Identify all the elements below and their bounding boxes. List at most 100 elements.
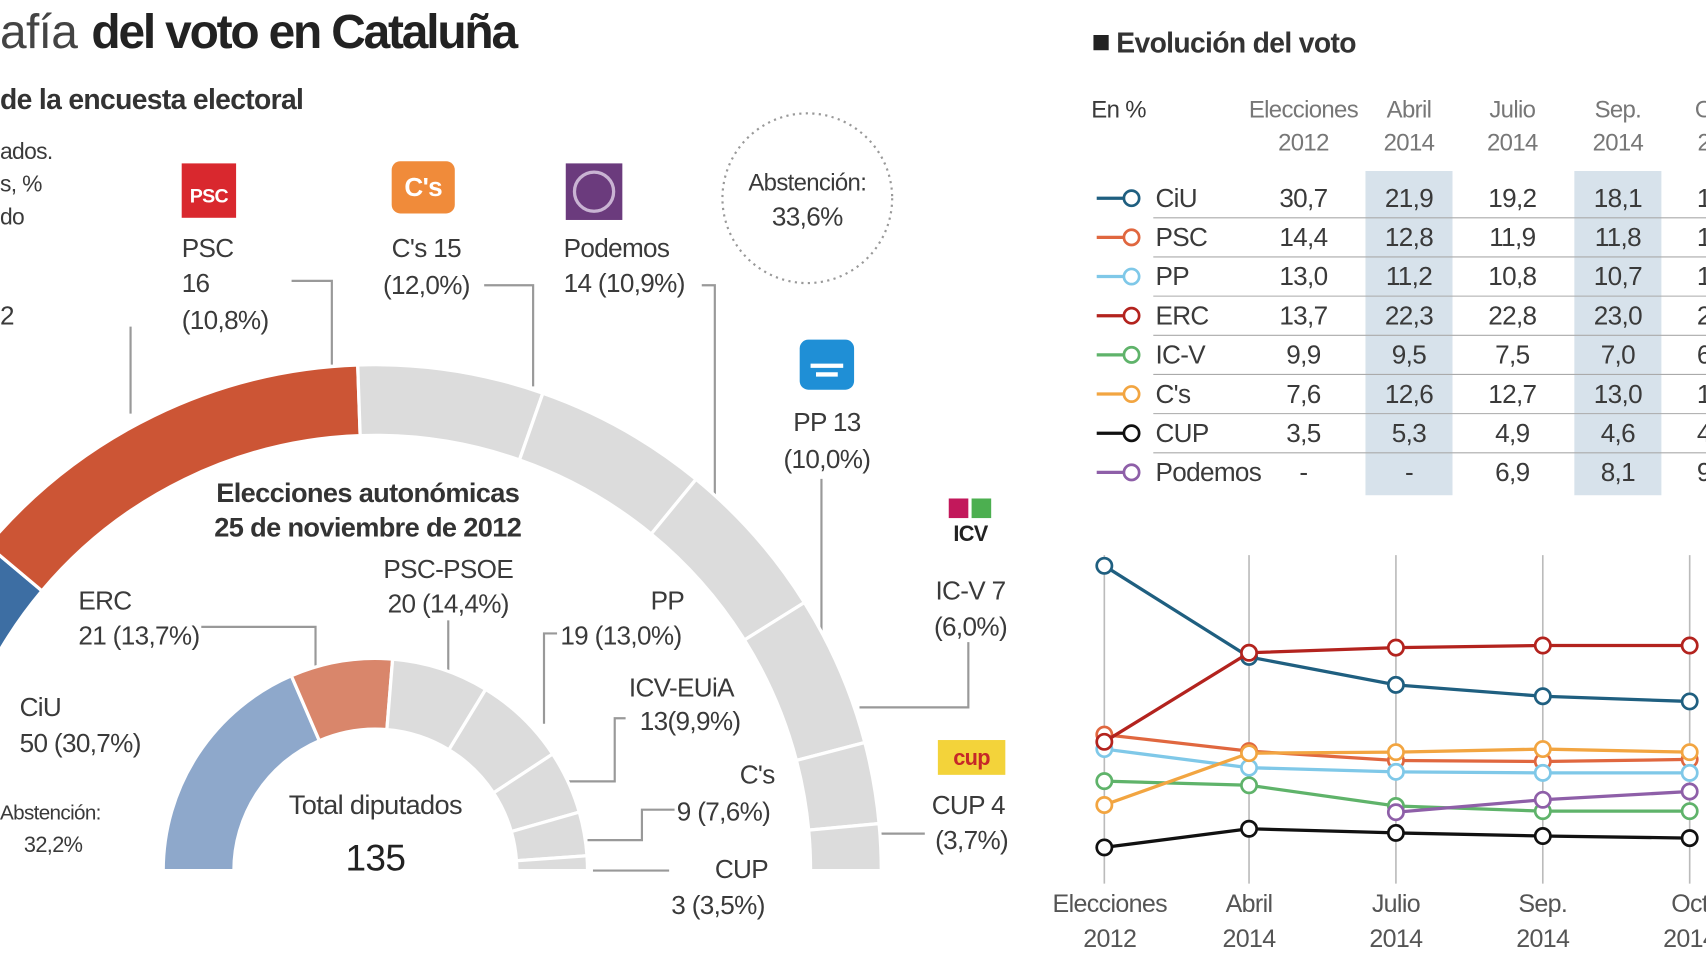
cs-logo (391, 161, 455, 214)
series-point (1533, 827, 1552, 846)
series-point (1680, 743, 1699, 762)
x-tick-label: Abril (1226, 890, 1273, 918)
table-cell: 6 (1697, 340, 1706, 370)
segment-label: (6,0%) (934, 612, 1007, 642)
seat-segment (806, 821, 883, 873)
legend-label: PP (1155, 261, 1189, 291)
legend-fragment: do (0, 203, 24, 229)
x-tick-label: 2012 (1083, 925, 1136, 953)
legend-marker (1122, 189, 1141, 208)
legend-fragment: ados. (0, 138, 53, 164)
series-point (1095, 556, 1114, 575)
series-point (1240, 758, 1259, 777)
table-header: Sep. (1595, 97, 1642, 124)
table-cell: 30,7 (1279, 183, 1327, 213)
table-cell: 1 (1697, 261, 1706, 291)
table-cell: 12,6 (1385, 379, 1433, 409)
table-cell: 21,9 (1385, 183, 1433, 213)
segment-label: PSC (182, 233, 234, 263)
series-point (1680, 829, 1699, 848)
title-bold: del voto en Cataluña (91, 6, 518, 59)
table-header: 2 (1697, 129, 1706, 156)
series-point (1095, 795, 1114, 814)
table-cell: 9 (1697, 457, 1706, 487)
abstention-label: Abstención: (0, 801, 101, 824)
segment-label: IC-V 7 (935, 576, 1005, 606)
segment-label: PP (651, 585, 685, 615)
series-point (1533, 687, 1552, 706)
segment-label: ERC (78, 585, 131, 615)
segment-label: (10,0%) (783, 444, 870, 474)
leader-line (291, 279, 333, 365)
leader-lines (129, 279, 970, 872)
legend-label: ERC (1155, 300, 1208, 330)
table-cell: 7,5 (1495, 340, 1529, 370)
x-tick-label: Elecciones (1053, 890, 1168, 918)
legend-fragment: s, % (0, 171, 42, 197)
series-point (1386, 638, 1405, 657)
segment-label: PSC-PSOE (383, 554, 513, 584)
series-point (1386, 803, 1405, 822)
table-cell: 7,0 (1601, 340, 1635, 370)
table-header: O (1695, 97, 1706, 124)
series-point (1240, 776, 1259, 795)
series-point (1095, 732, 1114, 751)
column-highlight (1574, 171, 1662, 496)
table-cell: 11,2 (1386, 261, 1432, 291)
series-point (1240, 819, 1259, 838)
table-header: 2014 (1487, 129, 1538, 156)
seat-segment (161, 673, 322, 873)
table-cell: 1 (1697, 222, 1706, 252)
segment-label: 2 (0, 300, 14, 330)
legend-marker (1122, 463, 1141, 482)
table-cell: 3,5 (1286, 418, 1320, 448)
segment-label: 3 (3,5%) (671, 890, 764, 920)
logo-text: C's (404, 172, 442, 202)
segment-label: C's 15 (392, 233, 461, 263)
segment-label: 21 (13,7%) (78, 620, 199, 650)
table-cell: 4 (1697, 418, 1706, 448)
series-point (1386, 675, 1405, 694)
x-tick-label: Sep. (1518, 890, 1567, 918)
total-value: 135 (345, 838, 405, 879)
series-point (1680, 802, 1699, 821)
x-tick-label: 2014 (1369, 925, 1423, 953)
series-point (1386, 823, 1405, 842)
table-header: 2014 (1593, 129, 1644, 156)
segment-label: (10,8%) (182, 305, 269, 335)
x-tick-label: Julio (1372, 890, 1420, 918)
logo-text: ICV (953, 521, 988, 546)
table-cell: 8,1 (1601, 457, 1635, 487)
segment-label: (3,7%) (935, 825, 1008, 855)
series-point (1095, 772, 1114, 791)
table-unit: En % (1091, 97, 1146, 124)
series-point (1533, 636, 1552, 655)
table-cell: 22,8 (1488, 300, 1536, 330)
legend-label: CUP (1155, 418, 1208, 448)
section-title: Evolución del voto (1116, 26, 1356, 58)
subtitle: de la encuesta electoral (0, 83, 303, 115)
logo-text: PSC (190, 186, 229, 208)
x-tick-label: 2014 (1223, 925, 1277, 953)
table-cell: 10,7 (1594, 261, 1642, 291)
legend-label: C's (1155, 379, 1191, 409)
legend-marker (1122, 306, 1141, 325)
abstention-label: Abstención: (748, 170, 866, 197)
segment-label: 16 (182, 268, 210, 298)
segment-label: 13(9,9%) (640, 706, 741, 736)
series-point (1386, 743, 1405, 762)
table-header: 2014 (1384, 129, 1435, 156)
podemos-logo-circle (572, 170, 616, 213)
table-cell: 2 (1697, 300, 1706, 330)
psc-logo (181, 163, 237, 218)
hemicycle-title: Elecciones autonómicas (216, 477, 519, 508)
table-cell: 12,8 (1385, 222, 1433, 252)
legend-label: Podemos (1155, 457, 1261, 487)
title-light: afía (0, 6, 78, 59)
table-cell: 13,0 (1279, 261, 1327, 291)
table-cell: 6,9 (1495, 457, 1529, 487)
legend-marker (1122, 228, 1141, 247)
segment-label: 19 (13,0%) (560, 620, 681, 650)
table-cell: 4,9 (1495, 418, 1529, 448)
series-point (1386, 762, 1405, 781)
